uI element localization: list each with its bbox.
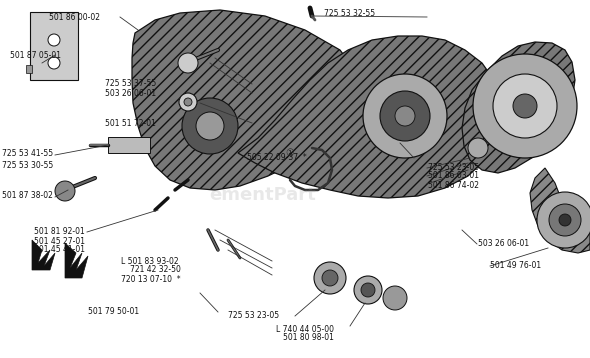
Circle shape xyxy=(55,181,75,201)
Circle shape xyxy=(48,57,60,69)
Text: 725 53 30-55: 725 53 30-55 xyxy=(2,160,53,169)
Circle shape xyxy=(182,98,238,154)
Text: 501 45 27-01: 501 45 27-01 xyxy=(34,237,85,246)
Text: 721 42 32-50: 721 42 32-50 xyxy=(130,266,181,275)
Circle shape xyxy=(473,54,577,158)
Circle shape xyxy=(178,53,198,73)
Circle shape xyxy=(380,91,430,141)
Text: 501 81 92-01: 501 81 92-01 xyxy=(34,227,85,237)
Bar xyxy=(30,12,78,80)
Text: 725 53 23-05: 725 53 23-05 xyxy=(228,311,279,320)
Polygon shape xyxy=(132,10,358,190)
Text: 725 53 41-55: 725 53 41-55 xyxy=(2,150,53,159)
Circle shape xyxy=(354,276,382,304)
Polygon shape xyxy=(65,243,88,278)
Circle shape xyxy=(395,106,415,126)
Bar xyxy=(26,65,32,73)
Circle shape xyxy=(468,138,488,158)
Circle shape xyxy=(314,262,346,294)
Text: 501 79 50-01: 501 79 50-01 xyxy=(88,308,139,316)
Text: 720 13 07-10  *: 720 13 07-10 * xyxy=(121,275,181,284)
Circle shape xyxy=(549,204,581,236)
Text: 725 53 32-55: 725 53 32-55 xyxy=(324,9,375,18)
Circle shape xyxy=(322,270,338,286)
Circle shape xyxy=(361,283,375,297)
Text: 501 80 98-01: 501 80 98-01 xyxy=(283,334,334,343)
Circle shape xyxy=(559,214,571,226)
Text: 501 86 00-02: 501 86 00-02 xyxy=(49,13,100,21)
Text: 501 49 76-01: 501 49 76-01 xyxy=(490,261,541,270)
Bar xyxy=(108,137,150,153)
Text: 505 22 09-37  *: 505 22 09-37 * xyxy=(247,154,307,163)
Circle shape xyxy=(196,112,224,140)
Text: 501 45 41-01: 501 45 41-01 xyxy=(34,246,85,255)
Text: ementPart: ementPart xyxy=(209,186,316,204)
Text: 725 53 37-55: 725 53 37-55 xyxy=(105,79,156,88)
Text: 501 51 72-01: 501 51 72-01 xyxy=(105,118,156,127)
Text: L 740 44 05-00: L 740 44 05-00 xyxy=(276,324,334,334)
Text: 501 86 74-02: 501 86 74-02 xyxy=(428,180,479,189)
Circle shape xyxy=(48,34,60,46)
Circle shape xyxy=(537,192,590,248)
Circle shape xyxy=(493,74,557,138)
Text: 503 26 06-01: 503 26 06-01 xyxy=(478,240,529,248)
Circle shape xyxy=(363,74,447,158)
Text: 725 53 23-05: 725 53 23-05 xyxy=(428,163,479,171)
Polygon shape xyxy=(530,168,590,253)
Circle shape xyxy=(179,93,197,111)
Text: L 501 83 93-02: L 501 83 93-02 xyxy=(121,256,179,266)
Text: 501 86 03-01: 501 86 03-01 xyxy=(428,171,479,180)
Text: 501 87 38-02: 501 87 38-02 xyxy=(2,192,53,200)
Text: ①: ① xyxy=(286,148,294,158)
Circle shape xyxy=(184,98,192,106)
Text: 501 87 05-01: 501 87 05-01 xyxy=(10,52,61,61)
Text: 503 26 06-01: 503 26 06-01 xyxy=(105,90,156,98)
Polygon shape xyxy=(238,36,500,198)
Circle shape xyxy=(383,286,407,310)
Polygon shape xyxy=(32,240,55,270)
Polygon shape xyxy=(462,42,575,173)
Circle shape xyxy=(513,94,537,118)
